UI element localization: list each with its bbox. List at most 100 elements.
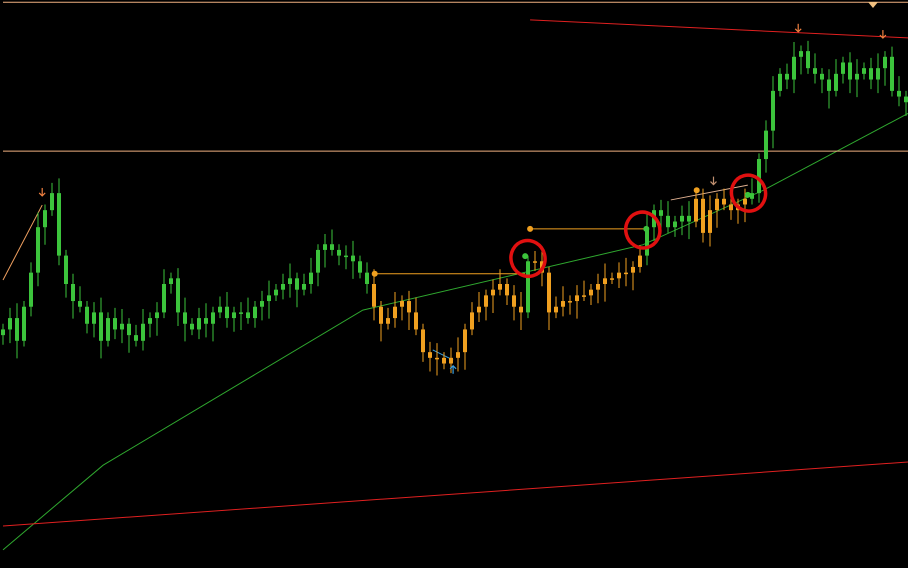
candle-body: [624, 272, 628, 275]
candle-body: [533, 261, 537, 263]
candle-body: [792, 56, 796, 80]
candle-body: [120, 323, 124, 330]
signal-dot: [744, 191, 751, 198]
candle-body: [463, 329, 467, 353]
candle-body: [785, 73, 789, 80]
candle-body: [561, 301, 565, 307]
arrow-head: [879, 34, 887, 39]
candle-body: [393, 306, 397, 319]
candle-body: [218, 306, 222, 313]
candle-body: [134, 335, 138, 341]
arrow-up-icon: [449, 364, 457, 374]
arrow-down-icon: [710, 176, 717, 186]
trendline-line: [2, 461, 908, 527]
candle-body: [638, 255, 642, 267]
candle-body: [547, 272, 551, 313]
candle-body: [316, 249, 320, 273]
candle-body: [680, 215, 684, 222]
candle-body: [309, 272, 313, 284]
candle-body: [764, 130, 768, 160]
candle-body: [631, 266, 635, 273]
candle-body: [239, 312, 243, 314]
candle-body: [85, 306, 89, 324]
candle-body: [834, 73, 838, 91]
candle-body: [421, 329, 425, 353]
candle-body: [568, 301, 572, 303]
signal-dot: [371, 270, 378, 277]
candle-body: [176, 278, 180, 313]
candle-body: [470, 312, 474, 330]
hand-drawn-circle: [729, 173, 768, 213]
arrow-head: [38, 192, 46, 197]
candle-body: [155, 312, 159, 319]
candle-body: [589, 289, 593, 296]
candle-body: [22, 306, 26, 341]
chart-lines: [2, 1, 908, 551]
moving-average-line: [2, 112, 908, 551]
candle-body: [554, 306, 558, 313]
candle-body: [295, 278, 299, 290]
candle-body: [169, 278, 173, 284]
candle-body: [400, 301, 404, 307]
candle-body: [260, 301, 264, 307]
candle-body: [890, 56, 894, 91]
candle-body: [29, 272, 33, 307]
candle-body: [57, 193, 61, 256]
candle-body: [435, 357, 439, 360]
candle-body: [673, 221, 677, 228]
arrow-head: [710, 181, 717, 186]
candle-body: [8, 318, 12, 330]
candle-body: [757, 159, 761, 194]
arrow-head: [794, 28, 802, 33]
candle-body: [274, 289, 278, 296]
arrow-down-icon: [794, 23, 802, 33]
candle-body: [36, 227, 40, 273]
candle-body: [113, 318, 117, 330]
candle-body: [344, 255, 348, 258]
candle-body: [519, 306, 523, 313]
candle-body: [645, 227, 649, 256]
candle-body: [71, 284, 75, 302]
shift-marker-icon[interactable]: [868, 2, 878, 8]
zigzag-line: [670, 184, 748, 201]
hand-drawn-circle: [509, 238, 547, 279]
candle-body: [442, 357, 446, 364]
candle-body: [666, 215, 670, 228]
candle-body: [78, 301, 82, 307]
candle-body: [372, 284, 376, 307]
candle-body: [211, 312, 215, 324]
candle-body: [771, 90, 775, 131]
candle-body: [715, 198, 719, 211]
candle-body: [253, 306, 257, 319]
candle-body: [99, 312, 103, 341]
candle-body: [575, 295, 579, 302]
signal-dot: [693, 187, 700, 194]
candle-body: [855, 73, 859, 80]
candle-body: [1, 329, 5, 336]
candle-body: [337, 249, 341, 256]
candle-body: [64, 255, 68, 284]
candle-body: [883, 56, 887, 69]
candle-body: [841, 62, 845, 74]
candle-body: [701, 198, 705, 233]
candle-body: [141, 323, 145, 341]
candle-body: [610, 278, 614, 280]
candle-body: [414, 312, 418, 330]
candle-body: [820, 73, 824, 80]
candle-body: [505, 284, 509, 296]
candle-body: [386, 318, 390, 324]
candle-body: [799, 51, 803, 57]
candle-body: [596, 284, 600, 290]
candle-body: [197, 318, 201, 330]
hand-drawn-circle: [623, 210, 662, 250]
candle-body: [750, 193, 754, 199]
candle-body: [869, 68, 873, 80]
candle-body: [407, 301, 411, 313]
candle-body: [498, 284, 502, 290]
candle-body: [876, 68, 880, 80]
candle-body: [246, 312, 250, 319]
candle-body: [190, 323, 194, 330]
candle-body: [379, 306, 383, 324]
candle-body: [862, 68, 866, 74]
